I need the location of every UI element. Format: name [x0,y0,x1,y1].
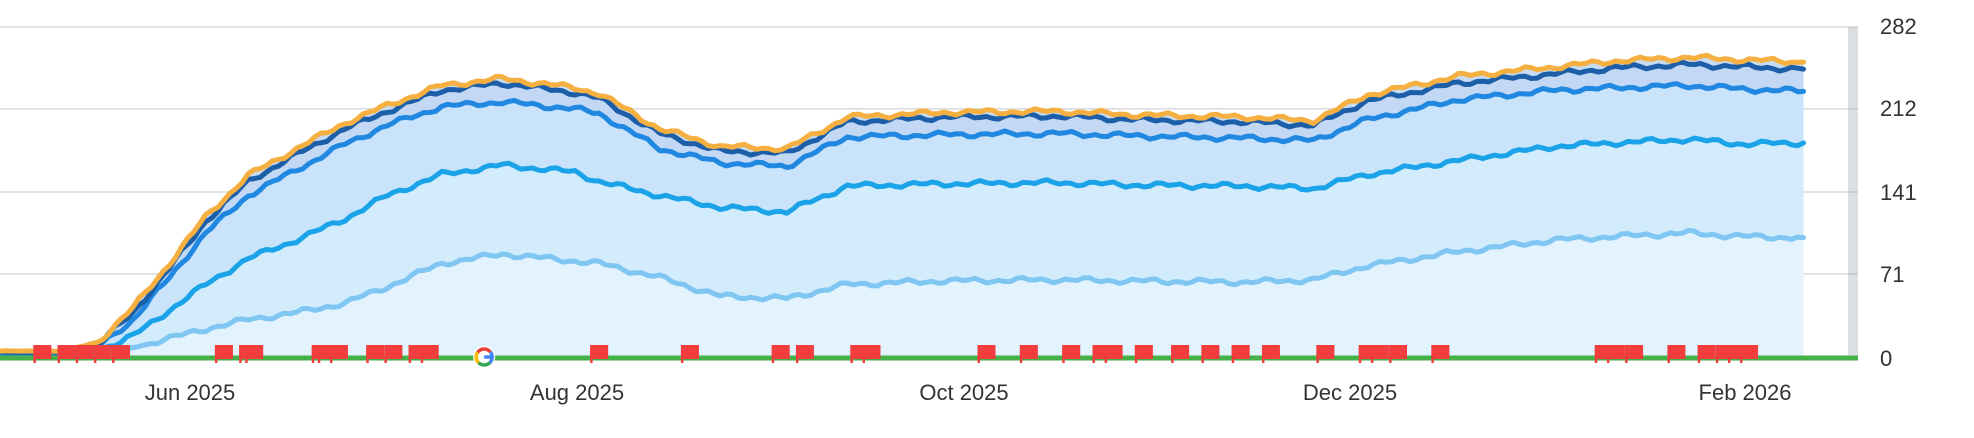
hover-cursor-band [1848,27,1858,357]
event-flag-icon[interactable] [93,345,112,363]
x-tick-label: Dec 2025 [1303,380,1397,405]
event-flag-icon[interactable] [1062,345,1081,363]
event-flag-icon[interactable] [680,345,699,363]
event-flag-icon[interactable] [384,345,403,363]
y-axis-labels: 282 212 141 71 0 [1880,14,1917,371]
x-tick-label: Jun 2025 [145,380,236,405]
series-line-2 [0,59,1806,356]
event-flag-icon[interactable] [771,345,790,363]
event-flag-icon[interactable] [1261,345,1280,363]
event-flag-icon[interactable] [1697,345,1716,363]
event-flag-icon[interactable] [1740,345,1759,363]
series-line-5 [0,227,1806,359]
event-flag-icon[interactable] [214,345,233,363]
event-flag-icon[interactable] [366,345,385,363]
event-flag-icon[interactable] [75,345,94,363]
event-flag-icon[interactable] [1316,345,1335,363]
y-tick-label: 0 [1880,346,1892,371]
event-flag-icon[interactable] [1104,345,1123,363]
event-flag-icon[interactable] [420,345,439,363]
event-flag-icon[interactable] [57,345,76,363]
x-tick-label: Oct 2025 [919,380,1008,405]
series-areas [0,55,1804,358]
event-flag-icon[interactable] [1370,345,1389,363]
event-flag-icon[interactable] [590,345,609,363]
x-tick-label: Aug 2025 [530,380,624,405]
event-flag-icon[interactable] [245,345,264,363]
event-flag-icon[interactable] [862,345,881,363]
series-line-4 [0,135,1806,358]
event-flag-icon[interactable] [1019,345,1038,363]
event-flag-icon[interactable] [977,345,996,363]
series-area-5 [0,230,1804,357]
event-flag-icon[interactable] [329,345,348,363]
event-flag-icon[interactable] [1231,345,1250,363]
series-line-3 [0,81,1806,357]
series-lines [0,52,1806,359]
x-tick-label: Feb 2026 [1699,380,1792,405]
y-tick-label: 141 [1880,180,1917,205]
event-flag-icon[interactable] [795,345,814,363]
google-update-icon[interactable] [473,346,496,368]
event-flag-icon[interactable] [1625,345,1644,363]
x-axis-labels: Jun 2025 Aug 2025 Oct 2025 Dec 2025 Feb … [145,380,1792,405]
event-flag-icon[interactable] [1171,345,1190,363]
event-flag-icon[interactable] [1667,345,1686,363]
event-flag-icon[interactable] [33,345,52,363]
event-flag-icon[interactable] [1389,345,1408,363]
event-flag-icon[interactable] [1134,345,1153,363]
event-flags[interactable] [33,345,1759,368]
event-flag-icon[interactable] [112,345,131,363]
event-flag-icon[interactable] [1431,345,1450,363]
event-flag-icon[interactable] [1201,345,1220,363]
series-line-1 [0,52,1806,354]
y-tick-label: 71 [1880,262,1904,287]
y-tick-label: 212 [1880,96,1917,121]
y-tick-label: 282 [1880,14,1917,39]
event-flag-icon[interactable] [1606,345,1625,363]
